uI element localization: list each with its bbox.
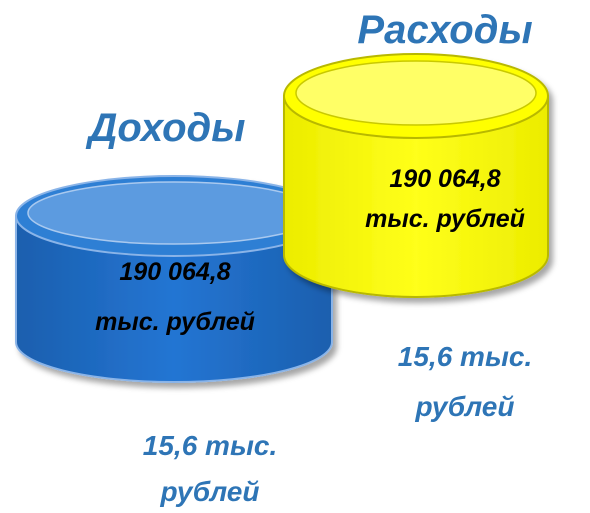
expenses-cylinder-body [283,95,549,298]
expenses-cylinder-top-inner [295,60,537,126]
income-amount-line2: тыс. рублей [95,308,255,336]
expenses-note-line1: 15,6 тыс. [397,341,533,372]
income-note-line1: 15,6 тыс. [142,430,278,461]
expenses-amount-line2: тыс. рублей [365,205,525,233]
income-cylinder-body [15,215,333,383]
expenses-amount-line1: 190 064,8 [389,165,501,193]
income-title: Доходы [88,106,246,150]
income-note-line2: рублей [160,476,260,507]
expenses-title: Расходы [357,8,533,52]
expenses-note-line2: рублей [415,391,515,422]
income-amount-line1: 190 064,8 [119,258,231,286]
